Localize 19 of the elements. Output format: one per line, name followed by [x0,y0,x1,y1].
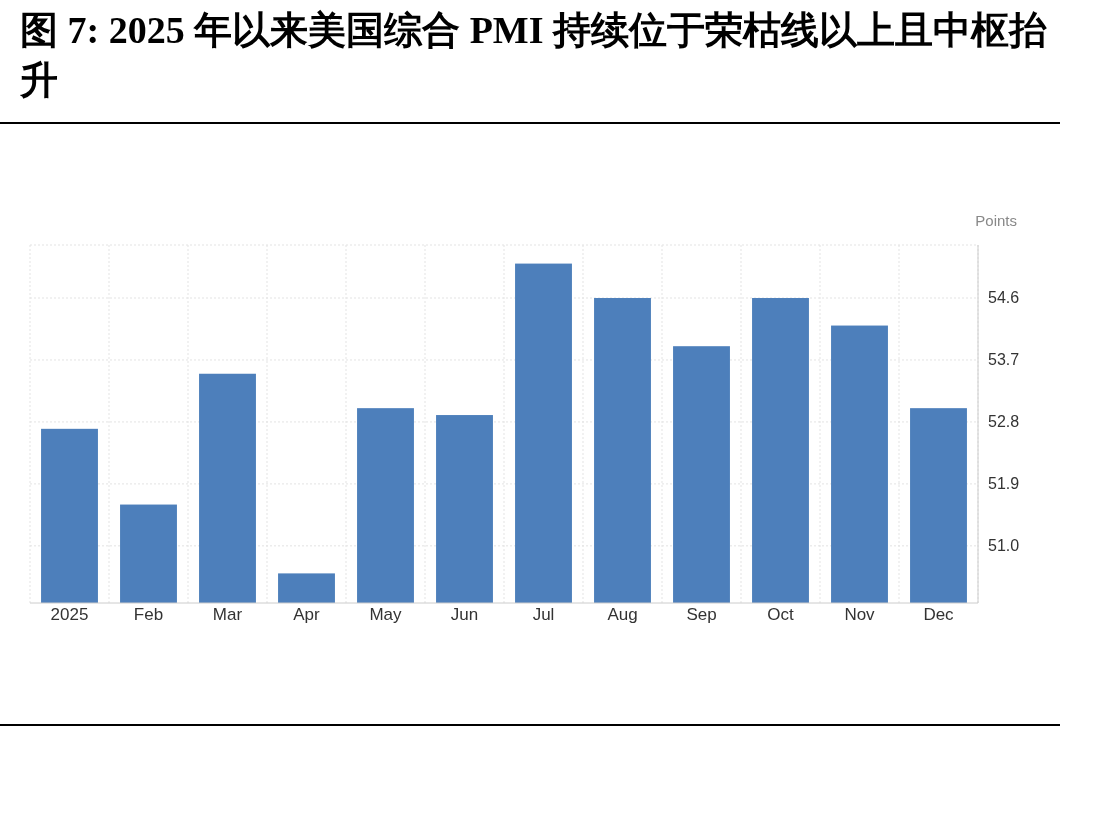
y-tick-label: 52.8 [988,412,1020,430]
x-tick-label: Dec [923,605,955,624]
x-tick-label: Apr [293,605,321,624]
chart-title: 图 7: 2025 年以来美国综合 PMI 持续位于荣枯线以上且中枢抬升 [20,8,1049,103]
x-tick-label: Jul [532,605,555,624]
x-tick-label: Jun [450,605,479,624]
y-tick-label: 51.0 [988,536,1020,554]
y-tick-label: 51.9 [988,474,1020,492]
x-tick-label: May [369,605,403,624]
y-tick-label: 53.7 [988,350,1020,368]
x-tick-label: Aug [607,605,638,624]
x-tick-label: Oct [767,605,794,624]
x-tick-label: Sep [686,605,717,624]
x-tick-label: 2025 [50,605,89,624]
x-tick-label: Feb [133,605,164,624]
x-tick-label: Nov [844,605,876,624]
y-axis-title: Points [975,212,1017,229]
x-tick-label: Mar [212,605,243,624]
y-tick-label: 54.6 [988,289,1020,307]
